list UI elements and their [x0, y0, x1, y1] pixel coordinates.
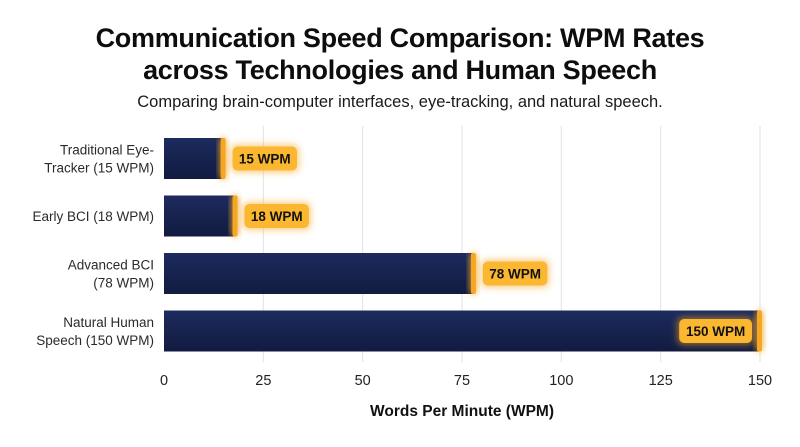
category-labels: Traditional Eye- Tracker (15 WPM) Early BC…	[32, 143, 154, 349]
value-label-bg-3	[679, 319, 752, 343]
chart-title-line-2: across Technologies and Human Speech	[143, 55, 657, 85]
bar-1	[164, 195, 236, 237]
value-label-bg-2	[482, 261, 548, 286]
x-axis-title: Words Per Minute (WPM)	[370, 403, 554, 420]
value-labels: 15 WPM 18 WPM 78 WPM 150 WPM	[230, 144, 754, 345]
bar-3	[164, 310, 760, 352]
chart-title-line-1: Communication Speed Comparison: WPM Rate…	[95, 23, 705, 53]
bars	[164, 138, 763, 352]
x-tick-label-4: 100	[549, 373, 573, 389]
x-tick-label-1: 25	[255, 373, 271, 389]
x-tick-label-3: 75	[454, 373, 470, 389]
bar-end-cap-3	[757, 310, 762, 352]
bar-end-cap-1	[232, 195, 238, 237]
x-axis-ticks: 0 25 50 75 100 125 150	[160, 373, 772, 389]
category-label-2-line-0: Advanced BCI	[68, 258, 154, 273]
x-tick-label-5: 125	[649, 373, 673, 389]
x-tick-label-6: 150	[748, 373, 772, 389]
bar-0	[164, 138, 224, 179]
category-label-3-line-0: Natural Human	[63, 315, 154, 330]
bar-2	[164, 253, 474, 294]
category-label-3-line-1: Speech (150 WPM)	[36, 333, 154, 348]
value-label-bg-0	[232, 146, 297, 171]
bar-end-cap-0	[220, 138, 226, 179]
bar-end-cap-2	[470, 253, 476, 294]
x-tick-label-0: 0	[160, 373, 168, 389]
category-label-0-line-0: Traditional Eye-	[60, 143, 154, 158]
chart-title: Communication Speed Comparison: WPM Rate…	[0, 22, 800, 86]
value-label-bg-1	[244, 204, 309, 228]
category-label-2-line-1: (78 WPM)	[93, 276, 154, 291]
x-tick-label-2: 50	[355, 373, 371, 389]
category-label-1-line-0: Early BCI (18 WPM)	[32, 209, 154, 224]
value-label-0: 15 WPM	[239, 152, 291, 167]
chart-subtitle: Comparing brain-computer interfaces, eye…	[137, 93, 663, 111]
category-label-0-line-1: Tracker (15 WPM)	[44, 161, 154, 176]
value-label-2: 78 WPM	[489, 267, 541, 282]
value-label-1: 18 WPM	[251, 209, 303, 224]
value-label-3: 150 WPM	[686, 324, 745, 339]
